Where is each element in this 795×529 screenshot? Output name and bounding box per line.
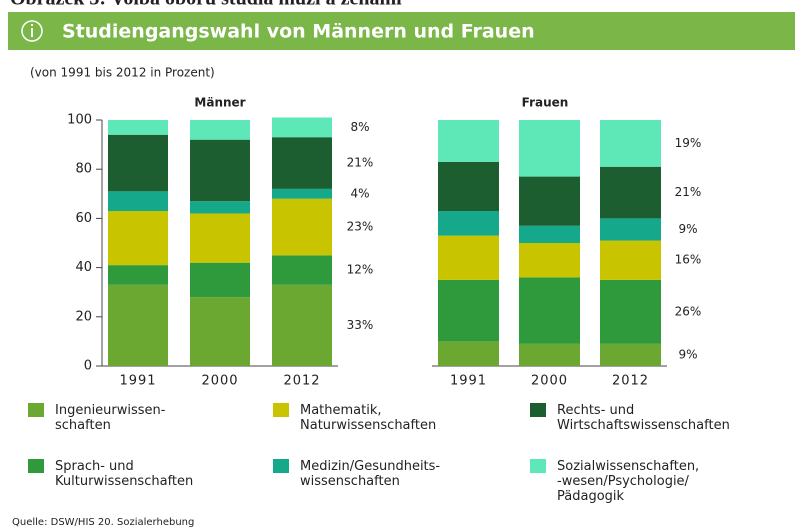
bar-segment	[600, 240, 661, 280]
x-tick-label: 1991	[119, 374, 156, 389]
legend-label: Medizin/Gesundheits-wissenschaften	[300, 459, 440, 489]
bar-segment	[438, 211, 499, 236]
bar-segment	[519, 243, 580, 278]
bar-segment	[108, 120, 168, 135]
chart-title: Männer	[194, 96, 245, 110]
bar-segment	[190, 120, 250, 140]
bar-segment	[438, 341, 499, 366]
bar-segment	[190, 213, 250, 263]
subtitle: (von 1991 bis 2012 in Prozent)	[30, 66, 215, 80]
value-label: 21%	[675, 185, 702, 199]
chart-title: Frauen	[522, 96, 569, 110]
y-tick-label: 0	[84, 359, 92, 374]
bar-segment	[519, 343, 580, 366]
bar-segment	[190, 139, 250, 202]
source: Quelle: DSW/HIS 20. Sozialerhebung	[12, 517, 194, 528]
bar-segment	[108, 284, 168, 366]
bar-segment	[600, 166, 661, 219]
x-tick-label: 2012	[283, 374, 320, 389]
legend-label: Sozialwissenschaften, -wesen/Psychologie/…	[557, 459, 699, 504]
bar-segment	[190, 201, 250, 214]
x-tick-label: 2012	[612, 374, 649, 389]
value-label: 12%	[347, 263, 374, 277]
value-label: 21%	[347, 156, 374, 170]
bar-segment	[108, 211, 168, 266]
legend-label: Sprach- und Kulturwissenschaften	[55, 459, 193, 489]
bar-segment	[108, 265, 168, 285]
bar-segment	[438, 161, 499, 212]
value-label: 9%	[678, 347, 697, 361]
bar-segment	[190, 297, 250, 366]
y-tick-label: 80	[75, 162, 92, 177]
header-bar	[8, 12, 795, 50]
legend-swatch	[28, 403, 44, 417]
bar-segment	[438, 120, 499, 162]
y-tick-label: 40	[75, 260, 92, 275]
bar-segment	[519, 120, 580, 177]
value-label: 16%	[675, 253, 702, 267]
legend-swatch	[273, 403, 289, 417]
legend-swatch	[530, 403, 546, 417]
bar-segment	[600, 218, 661, 241]
value-label: 8%	[350, 120, 369, 134]
bar-segment	[519, 225, 580, 243]
bar-segment	[600, 279, 661, 344]
bar-segment	[438, 235, 499, 280]
legend-label: Ingenieurwissen-schaften	[55, 403, 166, 433]
bar-segment	[600, 120, 661, 167]
bar-segment	[190, 262, 250, 298]
value-label: 19%	[675, 136, 702, 150]
x-tick-label: 2000	[201, 374, 238, 389]
value-label: 4%	[350, 186, 369, 200]
header-title: Studiengangswahl von Männern und Frauen	[62, 21, 535, 43]
bar-segment	[519, 176, 580, 226]
legend-label: Mathematik, Naturwissenschaften	[300, 403, 436, 433]
bar-segment	[272, 137, 332, 189]
caption: Obrázek 3: Volba oboru studia muži a žen…	[10, 0, 402, 10]
y-tick-label: 20	[75, 309, 92, 324]
x-tick-label: 1991	[450, 374, 487, 389]
value-label: 26%	[675, 304, 702, 318]
bar-segment	[108, 191, 168, 212]
legend-swatch	[28, 459, 44, 473]
legend-swatch	[273, 459, 289, 473]
value-label: 9%	[678, 222, 697, 236]
bar-segment	[600, 343, 661, 366]
bar-segment	[272, 255, 332, 285]
y-tick-label: 100	[67, 113, 92, 128]
bar-segment	[438, 279, 499, 342]
info-icon	[21, 20, 43, 42]
info-icon-dot	[31, 24, 33, 26]
bar-segment	[108, 134, 168, 192]
legend-swatch	[530, 459, 546, 473]
bar-segment	[272, 188, 332, 199]
bar-segment	[272, 284, 332, 366]
bar-segment	[272, 198, 332, 256]
info-icon-bar	[31, 28, 33, 37]
bar-segment	[272, 117, 332, 138]
x-tick-label: 2000	[531, 374, 568, 389]
y-tick-label: 60	[75, 211, 92, 226]
value-label: 23%	[347, 220, 374, 234]
bar-segment	[519, 277, 580, 344]
legend-label: Rechts- und Wirtschaftswissenschaften	[557, 403, 730, 433]
value-label: 33%	[347, 318, 374, 332]
